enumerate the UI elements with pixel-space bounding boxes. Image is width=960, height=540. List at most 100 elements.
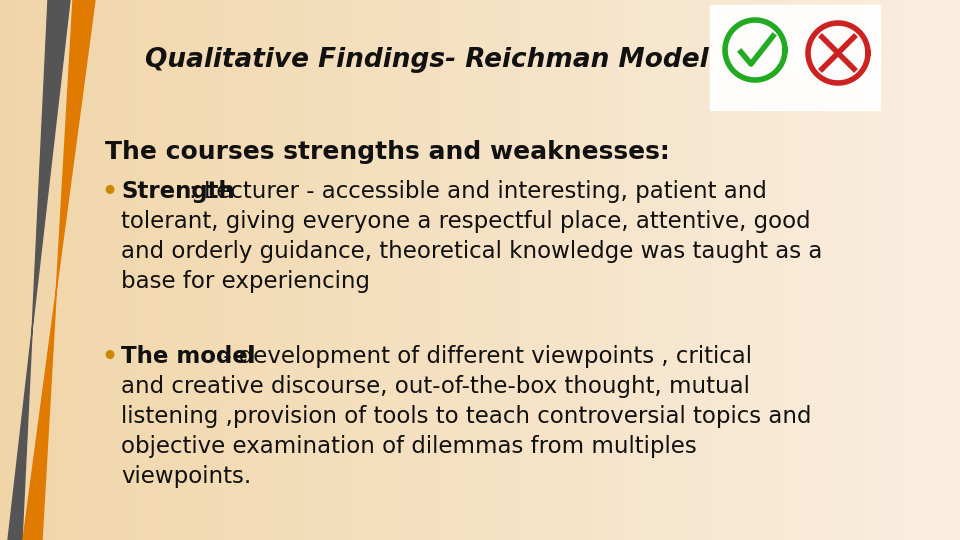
Bar (0, 0, 11, 540)
Bar (307, 0, 318, 540)
Bar (29, 0, 39, 540)
Bar (605, 0, 615, 540)
Bar (298, 0, 308, 540)
Bar (355, 0, 366, 540)
Bar (432, 0, 443, 540)
Text: : Lecturer - accessible and interesting, patient and: : Lecturer - accessible and interesting,… (189, 180, 767, 203)
Bar (480, 0, 491, 540)
Bar (144, 0, 155, 540)
Bar (58, 0, 68, 540)
Bar (768, 0, 779, 540)
Bar (826, 0, 836, 540)
Bar (672, 0, 683, 540)
Bar (451, 0, 462, 540)
Bar (250, 0, 260, 540)
Bar (346, 0, 356, 540)
Bar (691, 0, 702, 540)
Bar (528, 0, 539, 540)
Bar (326, 0, 337, 540)
Text: Qualitative Findings- Reichman Model: Qualitative Findings- Reichman Model (145, 47, 708, 73)
Bar (643, 0, 654, 540)
Bar (749, 0, 759, 540)
Bar (614, 0, 625, 540)
Bar (864, 0, 875, 540)
Text: tolerant, giving everyone a respectful place, attentive, good: tolerant, giving everyone a respectful p… (121, 210, 810, 233)
Bar (211, 0, 222, 540)
Text: The model: The model (121, 345, 255, 368)
Bar (912, 0, 923, 540)
Bar (518, 0, 529, 540)
Bar (461, 0, 471, 540)
Bar (163, 0, 174, 540)
Bar (490, 0, 500, 540)
Bar (202, 0, 212, 540)
Bar (106, 0, 116, 540)
Bar (192, 0, 203, 540)
Text: base for experiencing: base for experiencing (121, 270, 370, 293)
Bar (259, 0, 270, 540)
Bar (509, 0, 519, 540)
Bar (854, 0, 865, 540)
Bar (384, 0, 395, 540)
Bar (182, 0, 193, 540)
Bar (634, 0, 644, 540)
Bar (883, 0, 894, 540)
Bar (422, 0, 433, 540)
Bar (413, 0, 423, 540)
Bar (336, 0, 347, 540)
Bar (720, 0, 731, 540)
Bar (941, 0, 951, 540)
Bar (624, 0, 635, 540)
Polygon shape (23, 0, 95, 540)
Bar (288, 0, 299, 540)
Bar (595, 0, 606, 540)
Bar (797, 0, 807, 540)
Bar (154, 0, 164, 540)
Bar (710, 0, 721, 540)
Bar (317, 0, 327, 540)
Bar (67, 0, 78, 540)
Bar (758, 0, 769, 540)
Bar (835, 0, 846, 540)
Bar (902, 0, 913, 540)
Text: Strength: Strength (121, 180, 235, 203)
Bar (278, 0, 289, 540)
Bar (730, 0, 740, 540)
Bar (115, 0, 126, 540)
Text: and orderly guidance, theoretical knowledge was taught as a: and orderly guidance, theoretical knowle… (121, 240, 823, 263)
Text: •: • (100, 343, 118, 372)
Text: viewpoints.: viewpoints. (121, 465, 252, 488)
Bar (806, 0, 817, 540)
Bar (922, 0, 932, 540)
Bar (701, 0, 711, 540)
Bar (403, 0, 414, 540)
Bar (48, 0, 59, 540)
Bar (566, 0, 577, 540)
Bar (499, 0, 510, 540)
Bar (931, 0, 942, 540)
Bar (845, 0, 855, 540)
Bar (96, 0, 107, 540)
Bar (221, 0, 231, 540)
Bar (586, 0, 596, 540)
Bar (547, 0, 558, 540)
Bar (86, 0, 97, 540)
Text: - development of different viewpoints , critical: - development of different viewpoints , … (216, 345, 752, 368)
Bar (77, 0, 87, 540)
Bar (950, 0, 960, 540)
Bar (269, 0, 279, 540)
Bar (125, 0, 135, 540)
Text: •: • (100, 178, 118, 207)
Bar (557, 0, 567, 540)
Bar (682, 0, 692, 540)
Bar (230, 0, 241, 540)
Bar (442, 0, 452, 540)
Bar (787, 0, 798, 540)
Bar (173, 0, 183, 540)
Bar (394, 0, 404, 540)
Bar (538, 0, 548, 540)
Bar (10, 0, 20, 540)
Polygon shape (8, 0, 70, 540)
Bar (576, 0, 587, 540)
Bar (710, 5, 880, 110)
